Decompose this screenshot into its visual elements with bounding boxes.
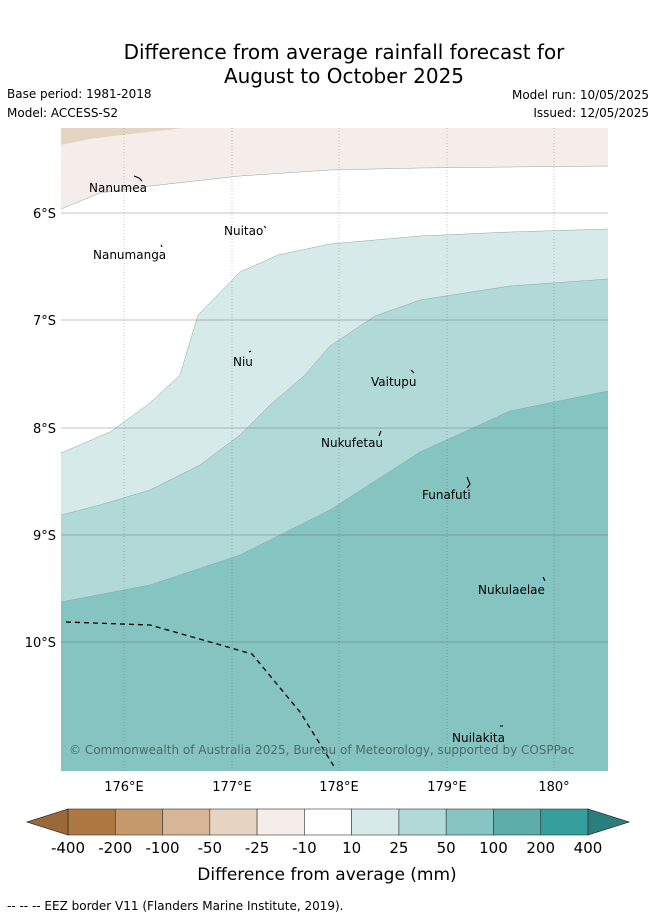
lat-tick-label: 7°S <box>33 314 56 329</box>
colorbar-cell <box>209 808 258 836</box>
colorbar-tick-label: -200 <box>98 839 132 857</box>
colorbar-cell <box>114 808 163 836</box>
copyright-text: © Commonwealth of Australia 2025, Bureau… <box>69 743 574 757</box>
colorbar-tick-label: 10 <box>342 839 361 857</box>
vaitupu-shape <box>410 369 415 374</box>
band-minus25-minus10 <box>61 128 608 209</box>
colorbar-cell <box>398 808 447 836</box>
colorbar-extend-low <box>25 808 69 836</box>
title-line-1: Difference from average rainfall forecas… <box>123 40 565 64</box>
lat-tick-label: 10°S <box>25 636 56 651</box>
model-text: Model: ACCESS-S2 <box>7 106 119 120</box>
island-shapes <box>133 175 546 727</box>
lat-tick-label: 9°S <box>33 529 56 544</box>
colorbar-tick-label: 50 <box>437 839 456 857</box>
colorbar-tick-label: -100 <box>146 839 180 857</box>
lon-tick-label: 177°E <box>212 780 252 795</box>
colorbar-cell <box>351 808 400 836</box>
colorbar-cell <box>445 808 494 836</box>
map-area: Nanumea Nuitao Nanumanga Niu Vaitupu Nuk… <box>61 128 608 771</box>
lat-tick-label: 8°S <box>33 422 56 437</box>
island-label: Niu <box>233 355 253 369</box>
colorbar-tick-label: -50 <box>198 839 223 857</box>
issued-text: Issued: 12/05/2025 <box>533 106 649 120</box>
colorbar-cell <box>304 808 352 836</box>
colorbar-cell <box>67 808 116 836</box>
lon-tick-label: 180° <box>538 780 569 795</box>
island-label: Nuitao <box>224 224 263 238</box>
colorbar: -400 -200 -100 -50 -25 -10 10 25 50 100 200 400 Dif… <box>25 808 631 885</box>
map-title: Difference from average rainfall forecas… <box>0 40 655 88</box>
colorbar-extend-high <box>587 808 631 836</box>
colorbar-cell <box>162 808 211 836</box>
nanumanga-shape <box>160 244 163 248</box>
island-label: Funafuti <box>422 488 471 502</box>
contour-lines <box>61 165 608 603</box>
colorbar-tick-label: -10 <box>292 839 317 857</box>
island-label: Nanumanga <box>93 248 166 262</box>
band-minus50-minus25 <box>61 128 185 145</box>
nukulaelae-shape <box>542 576 546 582</box>
nanumea-shape <box>133 175 143 182</box>
colorbar-tick-label: 100 <box>479 839 508 857</box>
lat-axis: 6°S 7°S 8°S 9°S 10°S <box>25 207 56 651</box>
colorbar-label: Difference from average (mm) <box>197 865 456 885</box>
niu-shape <box>248 350 252 353</box>
title-line-2: August to October 2025 <box>223 64 465 88</box>
colorbar-tick-label: -400 <box>51 839 85 857</box>
nukufetau-shape <box>378 430 382 437</box>
funafuti-shape <box>466 476 471 489</box>
island-label: Nuilakita <box>452 731 505 745</box>
colorbar-tick-label: 400 <box>574 839 603 857</box>
colorbar-cell <box>540 808 589 836</box>
gridlines <box>61 128 608 771</box>
model-run-text: Model run: 10/05/2025 <box>511 88 649 102</box>
eez-legend-note: -- -- -- EEZ border V11 (Flanders Marine… <box>7 899 344 913</box>
lon-tick-label: 178°E <box>319 780 359 795</box>
island-label: Vaitupu <box>371 375 417 389</box>
lon-tick-label: 179°E <box>427 780 467 795</box>
base-period-text: Base period: 1981-2018 <box>7 87 152 101</box>
island-label: Nukulaelae <box>478 583 545 597</box>
lon-tick-label: 176°E <box>104 780 144 795</box>
island-label: Nanumea <box>89 181 147 195</box>
colorbar-tick-label: -25 <box>245 839 270 857</box>
island-label: Nukufetau <box>321 436 383 450</box>
colorbar-cell <box>256 808 305 836</box>
colorbar-tick-label: 25 <box>389 839 408 857</box>
colorbar-tick-label: 200 <box>526 839 555 857</box>
nuitao-shape <box>263 225 267 229</box>
band-near-average <box>61 128 608 453</box>
colorbar-cell <box>493 808 542 836</box>
lat-tick-label: 6°S <box>33 207 56 222</box>
island-labels: Nanumea Nuitao Nanumanga Niu Vaitupu Nuk… <box>89 181 545 745</box>
lon-axis: 176°E 177°E 178°E 179°E 180° <box>104 780 569 795</box>
